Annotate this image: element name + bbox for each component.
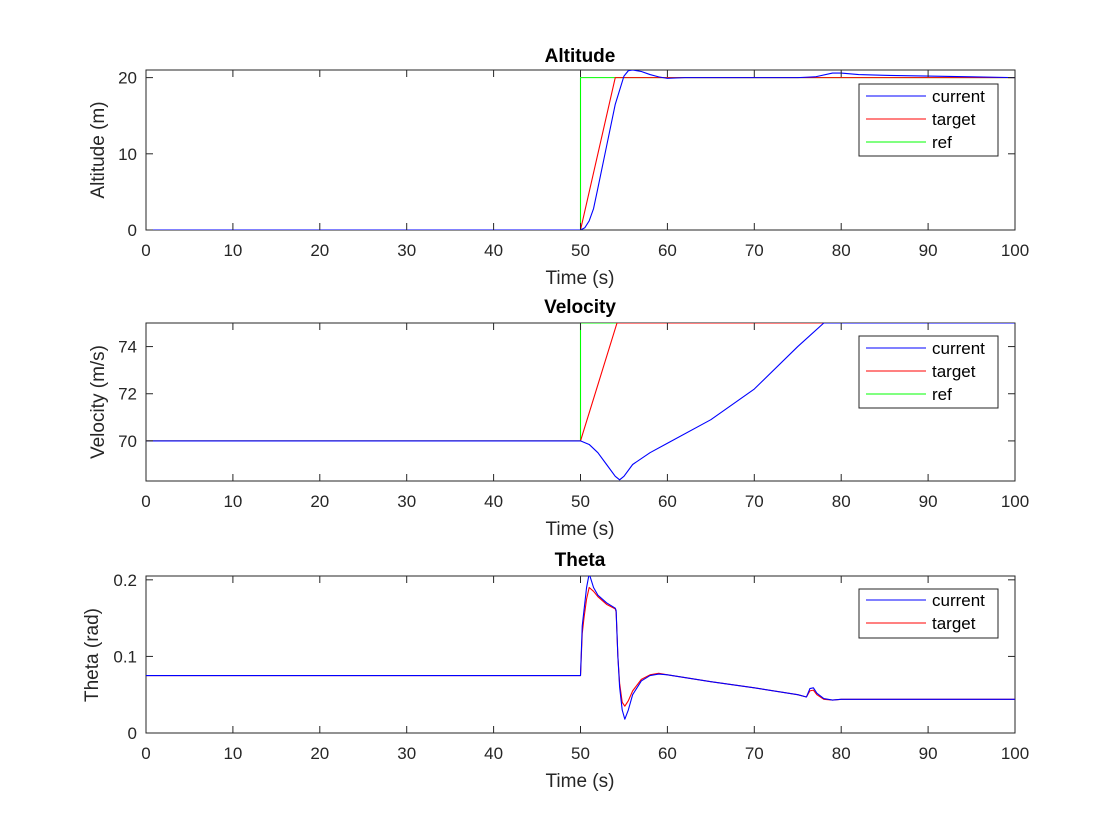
altitude-x-tick-label: 50 (571, 241, 590, 260)
altitude-legend: current target ref (858, 83, 999, 157)
altitude-x-tick-label: 40 (484, 241, 503, 260)
theta-x-tick-label: 60 (658, 744, 677, 763)
altitude-y-tick-label: 20 (118, 69, 137, 88)
altitude-ticks-group: 0 10 20 30 40 50 60 70 80 90 100 0 10 20 (118, 69, 1029, 260)
theta-ticks-group: 0 10 20 30 40 50 60 70 80 90 100 0 0.1 0.2 (113, 571, 1029, 763)
altitude-legend-label-current: current (932, 87, 985, 106)
altitude-legend-label-target: target (932, 110, 976, 129)
theta-ylabel: Theta (rad) (82, 608, 103, 702)
velocity-title: Velocity (544, 297, 616, 318)
altitude-title: Altitude (545, 46, 616, 67)
theta-x-tick-label: 50 (571, 744, 590, 763)
velocity-x-tick-label: 10 (223, 492, 242, 511)
altitude-x-tick-label: 0 (141, 241, 150, 260)
theta-legend-box (858, 588, 999, 639)
altitude-ylabel: Altitude (m) (88, 101, 109, 198)
theta-series-line-target (146, 586, 1015, 707)
theta-x-tick-label: 40 (484, 744, 503, 763)
velocity-ylabel: Velocity (m/s) (88, 345, 109, 459)
altitude-x-tick-label: 80 (832, 241, 851, 260)
velocity-ticks-group: 0 10 20 30 40 50 60 70 80 90 100 70 72 74 (118, 323, 1029, 511)
velocity-x-tick-label: 40 (484, 492, 503, 511)
theta-x-tick-label: 10 (223, 744, 242, 763)
theta-panel: 0 10 20 30 40 50 60 70 80 90 100 0 0.1 0.2 Theta Time… (82, 550, 1029, 792)
theta-x-tick-label: 100 (1001, 744, 1029, 763)
velocity-series-group (146, 323, 1015, 481)
altitude-x-tick-label: 30 (397, 241, 416, 260)
altitude-legend-label-ref: ref (932, 133, 952, 152)
altitude-x-tick-label: 60 (658, 241, 677, 260)
altitude-x-tick-label: 70 (745, 241, 764, 260)
theta-x-tick-label: 90 (919, 744, 938, 763)
velocity-panel: 0 10 20 30 40 50 60 70 80 90 100 70 72 74 Velocity Ti… (88, 297, 1029, 540)
velocity-x-tick-label: 30 (397, 492, 416, 511)
theta-x-tick-label: 80 (832, 744, 851, 763)
theta-legend: current target (858, 588, 999, 639)
theta-title: Theta (555, 550, 606, 571)
theta-series-line-current (146, 576, 1015, 720)
velocity-legend: current target ref (858, 335, 999, 409)
velocity-legend-label-current: current (932, 339, 985, 358)
altitude-y-tick-label: 0 (128, 221, 137, 240)
theta-x-tick-label: 0 (141, 744, 150, 763)
velocity-x-tick-label: 60 (658, 492, 677, 511)
velocity-x-tick-label: 90 (919, 492, 938, 511)
altitude-panel: 0 10 20 30 40 50 60 70 80 90 100 0 10 20 Altitude Tim… (88, 46, 1029, 289)
altitude-x-tick-label: 20 (310, 241, 329, 260)
theta-legend-label-target: target (932, 614, 976, 633)
theta-xlabel: Time (s) (546, 771, 615, 792)
altitude-series-group (146, 70, 1015, 230)
velocity-legend-label-ref: ref (932, 385, 952, 404)
velocity-x-tick-label: 70 (745, 492, 764, 511)
theta-x-tick-label: 70 (745, 744, 764, 763)
theta-x-tick-label: 20 (310, 744, 329, 763)
velocity-xlabel: Time (s) (546, 519, 615, 540)
velocity-x-tick-label: 20 (310, 492, 329, 511)
altitude-y-tick-label: 10 (118, 145, 137, 164)
velocity-y-tick-label: 74 (118, 338, 137, 357)
velocity-series-line-current (146, 323, 1015, 481)
velocity-x-tick-label: 50 (571, 492, 590, 511)
velocity-x-tick-label: 80 (832, 492, 851, 511)
velocity-legend-label-target: target (932, 362, 976, 381)
altitude-series-line-current (146, 70, 1015, 230)
velocity-y-tick-label: 70 (118, 432, 137, 451)
theta-y-tick-label: 0.1 (113, 647, 137, 666)
theta-y-tick-label: 0.2 (113, 571, 137, 590)
theta-legend-label-current: current (932, 591, 985, 610)
velocity-y-tick-label: 72 (118, 385, 137, 404)
altitude-xlabel: Time (s) (546, 268, 615, 289)
altitude-x-tick-label: 100 (1001, 241, 1029, 260)
velocity-x-tick-label: 100 (1001, 492, 1029, 511)
altitude-x-tick-label: 10 (223, 241, 242, 260)
theta-x-tick-label: 30 (397, 744, 416, 763)
altitude-x-tick-label: 90 (919, 241, 938, 260)
theta-series-group (146, 576, 1015, 720)
theta-y-tick-label: 0 (128, 724, 137, 743)
velocity-x-tick-label: 0 (141, 492, 150, 511)
